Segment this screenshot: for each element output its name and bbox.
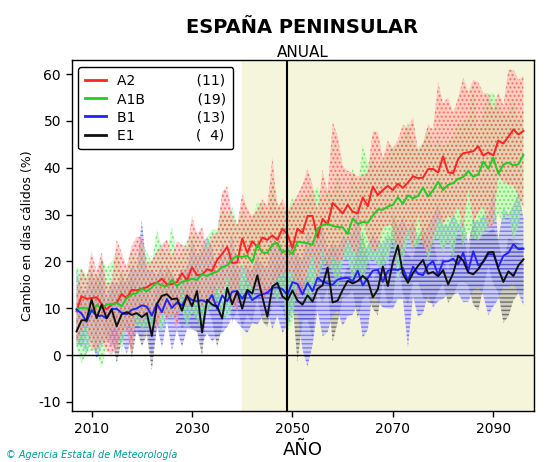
Legend: A2              (11), A1B            (19), B1              (13), E1             : A2 (11), A1B (19), B1 (13), E1 (79, 67, 233, 149)
Text: © Agencia Estatal de Meteorología: © Agencia Estatal de Meteorología (6, 449, 177, 460)
Title: ANUAL: ANUAL (277, 45, 328, 60)
Text: ESPAÑA PENINSULAR: ESPAÑA PENINSULAR (186, 18, 419, 37)
Bar (242, 60, 534, 411)
Y-axis label: Cambio en días cálidos (%): Cambio en días cálidos (%) (21, 150, 35, 321)
X-axis label: AÑO: AÑO (283, 441, 322, 459)
